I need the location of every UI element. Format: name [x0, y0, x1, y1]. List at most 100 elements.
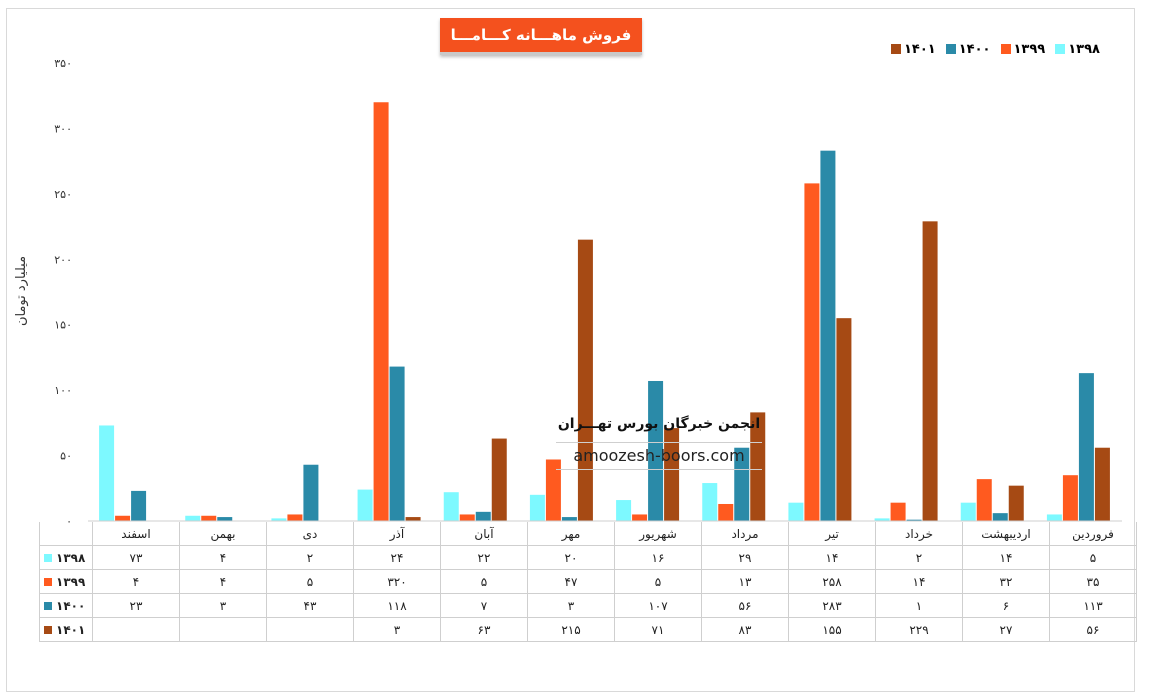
data-label: ۵: [266, 569, 354, 594]
data-label: ۴: [92, 569, 180, 594]
category-label: دی: [266, 522, 354, 546]
bar: [99, 425, 115, 521]
bar: [545, 459, 561, 521]
data-label: [179, 617, 267, 642]
bar: [373, 102, 389, 521]
data-label: ۸۳: [701, 617, 789, 642]
data-label: ۲۷: [962, 617, 1050, 642]
series-swatch: [44, 601, 52, 610]
category-label: آذر: [353, 522, 441, 546]
category-label: بهمن: [179, 522, 267, 546]
data-label: ۲۵۸: [788, 569, 876, 594]
series-row-header: ۱۴۰۱: [39, 617, 93, 642]
y-tick-label: ۱۰۰: [54, 384, 72, 397]
bar: [906, 519, 922, 521]
legend-label: ۱۳۹۹: [1013, 41, 1046, 57]
data-label: ۵: [614, 569, 702, 594]
bar: [529, 494, 545, 521]
y-tick-label: ۲۰۰: [54, 253, 72, 266]
legend-swatch: [1055, 44, 1066, 54]
data-label: ۲۴: [353, 545, 441, 570]
bar: [976, 479, 992, 521]
category-label: مرداد: [701, 522, 789, 546]
data-label: ۷: [440, 593, 528, 618]
table-row: ۱۴۰۰ ۲۳ ۳ ۴۳ ۱۱۸ ۷ ۳ ۱۰۷ ۵۶ ۲۸۳ ۱ ۶ ۱۱۳: [39, 593, 1137, 618]
bar: [443, 492, 459, 521]
bar: [664, 428, 680, 521]
bar: [131, 490, 147, 521]
data-label: ۲۲۹: [875, 617, 963, 642]
y-tick-label: ۱۵۰: [54, 319, 72, 332]
data-label: ۵۶: [701, 593, 789, 618]
bar: [577, 239, 593, 521]
data-label: ۱۶: [614, 545, 702, 570]
data-label: ۳۲۰: [353, 569, 441, 594]
table-row: ۱۴۰۱ ۳ ۶۳ ۲۱۵ ۷۱ ۸۳ ۱۵۵ ۲۲۹ ۲۷ ۵۶: [39, 617, 1137, 642]
bar: [201, 515, 217, 521]
bar: [185, 515, 201, 521]
bar: [632, 514, 648, 521]
category-label: اسفند: [92, 522, 180, 546]
data-label: [92, 617, 180, 642]
y-tick-label: ۳۰۰: [54, 122, 72, 135]
data-label: ۲۲: [440, 545, 528, 570]
data-label: ۳: [353, 617, 441, 642]
bar: [960, 502, 976, 521]
bar: [217, 517, 233, 521]
data-label: ۲۹: [701, 545, 789, 570]
bar: [718, 503, 734, 521]
chart-frame: [6, 8, 1135, 692]
series-row-header: ۱۳۹۹: [39, 569, 93, 594]
bar: [1094, 447, 1110, 521]
series-swatch: [44, 553, 52, 562]
bar: [734, 447, 750, 521]
bar: [922, 221, 938, 521]
y-tick-label: ۳۵۰: [54, 57, 72, 70]
category-label: اردیبهشت: [962, 522, 1050, 546]
series-row-header: ۱۳۹۸: [39, 545, 93, 570]
bar: [1008, 485, 1024, 521]
data-label: ۷۳: [92, 545, 180, 570]
category-label: خرداد: [875, 522, 963, 546]
table-row: ۱۳۹۹ ۴ ۴ ۵ ۳۲۰ ۵ ۴۷ ۵ ۱۳ ۲۵۸ ۱۴ ۳۲ ۳۵: [39, 569, 1137, 594]
series-name: ۱۴۰۰: [56, 598, 86, 613]
data-label: ۵۶: [1049, 617, 1137, 642]
data-label: ۱۱۸: [353, 593, 441, 618]
legend-swatch: [945, 44, 956, 54]
bar: [475, 511, 491, 521]
data-label: ۱۱۳: [1049, 593, 1137, 618]
category-label: مهر: [527, 522, 615, 546]
data-label: ۶: [962, 593, 1050, 618]
data-label: ۳: [179, 593, 267, 618]
legend-item: ۱۴۰۱: [891, 40, 936, 58]
data-label: ۲۱۵: [527, 617, 615, 642]
data-label: ۱۳: [701, 569, 789, 594]
data-label: ۵: [1049, 545, 1137, 570]
bar: [405, 517, 421, 521]
bar: [303, 464, 319, 521]
bar: [616, 500, 632, 521]
y-tick-label: ۵۰: [60, 450, 72, 463]
series-swatch: [44, 577, 52, 586]
bar: [648, 380, 664, 521]
data-label: ۱۰۷: [614, 593, 702, 618]
legend-swatch: [891, 44, 901, 54]
bar: [1046, 514, 1062, 521]
y-tick-label: ۰: [66, 515, 72, 528]
data-label: ۱۴: [875, 569, 963, 594]
data-label: ۲۳: [92, 593, 180, 618]
data-label: ۴: [179, 569, 267, 594]
bar: [561, 517, 577, 521]
data-label: ۶۳: [440, 617, 528, 642]
bar: [702, 483, 718, 521]
category-label: آبان: [440, 522, 528, 546]
series-name: ۱۳۹۹: [56, 574, 86, 589]
bar: [1062, 475, 1078, 521]
legend-label: ۱۳۹۸: [1068, 41, 1100, 57]
data-label: ۱۴: [788, 545, 876, 570]
category-label: فروردین: [1049, 522, 1137, 546]
bar: [750, 412, 766, 521]
data-label: ۴: [179, 545, 267, 570]
data-label: ۵: [440, 569, 528, 594]
